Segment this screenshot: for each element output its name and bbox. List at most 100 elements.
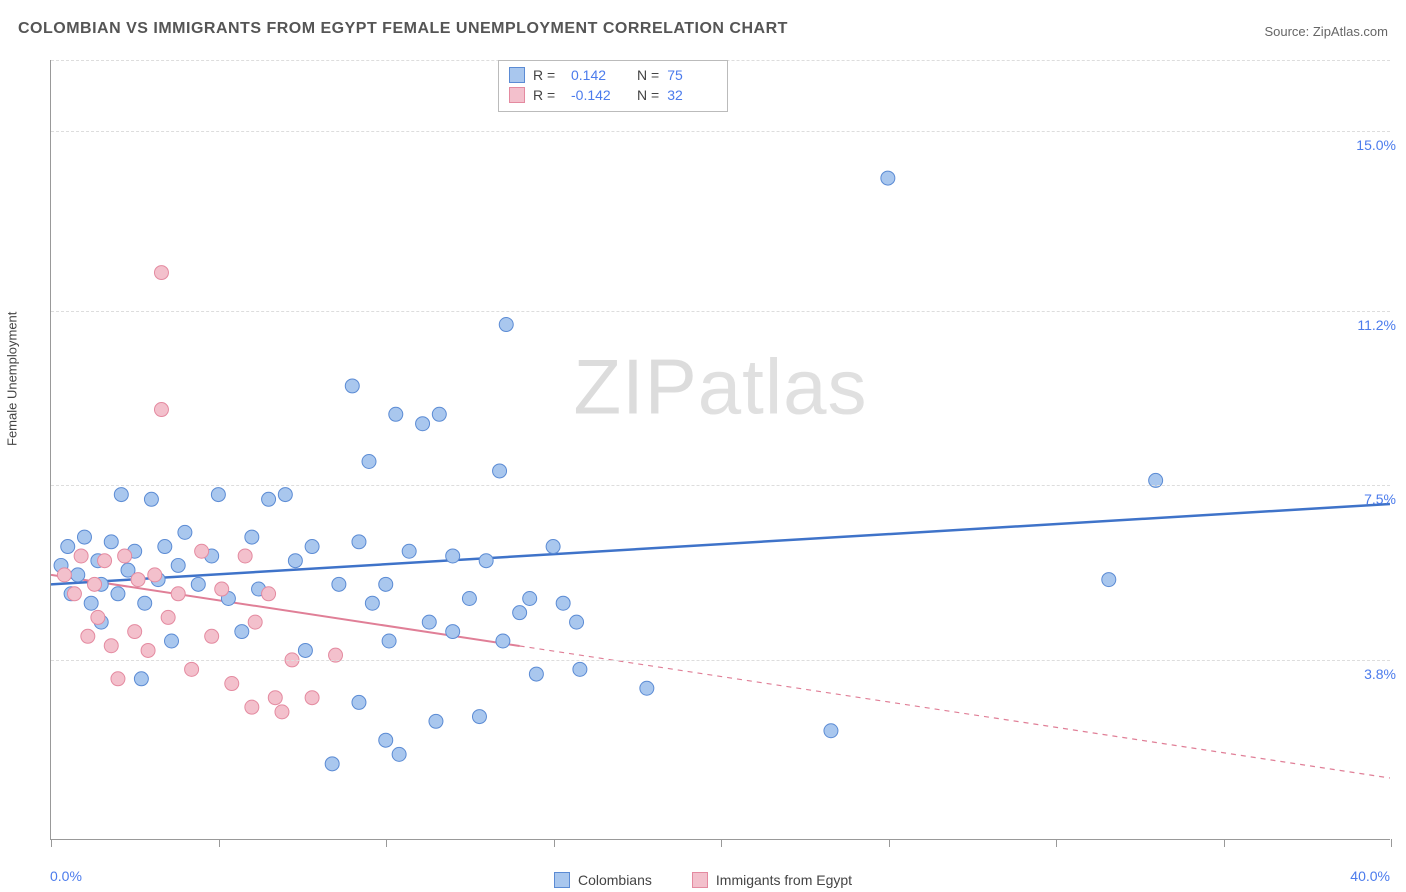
data-point-egypt	[104, 639, 118, 653]
data-point-egypt	[57, 568, 71, 582]
data-point-colombians	[432, 407, 446, 421]
data-point-egypt	[91, 610, 105, 624]
data-point-colombians	[165, 634, 179, 648]
data-point-colombians	[379, 577, 393, 591]
data-point-colombians	[379, 733, 393, 747]
series-legend: Colombians Immigants from Egypt	[0, 872, 1406, 888]
data-point-egypt	[128, 625, 142, 639]
data-point-colombians	[389, 407, 403, 421]
data-point-colombians	[61, 540, 75, 554]
stat-legend-row: R = -0.142 N = 32	[509, 85, 717, 105]
data-point-colombians	[352, 535, 366, 549]
x-tick	[1056, 839, 1057, 847]
legend-item: Immigants from Egypt	[692, 872, 852, 888]
data-point-colombians	[472, 710, 486, 724]
legend-item: Colombians	[554, 872, 652, 888]
stat-n-value: 32	[667, 87, 717, 103]
data-point-colombians	[262, 492, 276, 506]
data-point-colombians	[881, 171, 895, 185]
stat-n-label: N =	[637, 67, 659, 83]
data-point-colombians	[493, 464, 507, 478]
data-point-egypt	[111, 672, 125, 686]
gridline	[51, 660, 1390, 661]
data-point-colombians	[416, 417, 430, 431]
legend-swatch	[692, 872, 708, 888]
legend-swatch	[509, 67, 525, 83]
x-tick	[554, 839, 555, 847]
data-point-colombians	[211, 488, 225, 502]
data-point-egypt	[262, 587, 276, 601]
data-point-colombians	[278, 488, 292, 502]
data-point-colombians	[446, 549, 460, 563]
data-point-colombians	[546, 540, 560, 554]
stat-n-label: N =	[637, 87, 659, 103]
data-point-colombians	[382, 634, 396, 648]
x-axis-max-label: 40.0%	[1350, 868, 1390, 884]
stat-r-label: R =	[533, 87, 563, 103]
data-point-colombians	[134, 672, 148, 686]
data-point-colombians	[824, 724, 838, 738]
data-point-colombians	[1102, 573, 1116, 587]
data-point-colombians	[178, 525, 192, 539]
data-point-egypt	[195, 544, 209, 558]
source-label: Source:	[1264, 24, 1312, 39]
data-point-colombians	[556, 596, 570, 610]
x-axis-min-label: 0.0%	[50, 868, 82, 884]
data-point-egypt	[148, 568, 162, 582]
correlation-legend: R = 0.142 N = 75 R = -0.142 N = 32	[498, 60, 728, 112]
data-point-egypt	[248, 615, 262, 629]
stat-r-value: -0.142	[571, 87, 621, 103]
x-tick	[386, 839, 387, 847]
y-tick-label: 11.2%	[1357, 317, 1396, 333]
data-point-egypt	[154, 403, 168, 417]
data-point-colombians	[288, 554, 302, 568]
legend-label: Colombians	[578, 872, 652, 888]
data-point-colombians	[71, 568, 85, 582]
data-point-colombians	[298, 643, 312, 657]
data-point-egypt	[245, 700, 259, 714]
data-point-egypt	[131, 573, 145, 587]
data-point-colombians	[77, 530, 91, 544]
y-axis-label: Female Unemployment	[5, 312, 20, 446]
gridline	[51, 311, 1390, 312]
x-tick	[721, 839, 722, 847]
data-point-colombians	[111, 587, 125, 601]
data-point-colombians	[171, 558, 185, 572]
chart-title: COLOMBIAN VS IMMIGRANTS FROM EGYPT FEMAL…	[18, 20, 788, 38]
data-point-colombians	[523, 592, 537, 606]
data-point-colombians	[529, 667, 543, 681]
y-tick-label: 15.0%	[1356, 137, 1396, 153]
data-point-colombians	[640, 681, 654, 695]
data-point-colombians	[84, 596, 98, 610]
y-tick-label: 7.5%	[1364, 491, 1396, 507]
gridline	[51, 485, 1390, 486]
data-point-egypt	[67, 587, 81, 601]
stat-n-value: 75	[667, 67, 717, 83]
data-point-egypt	[215, 582, 229, 596]
data-point-colombians	[446, 625, 460, 639]
data-point-colombians	[191, 577, 205, 591]
data-point-egypt	[185, 662, 199, 676]
data-point-colombians	[499, 318, 513, 332]
regression-line-egypt-dashed	[520, 646, 1390, 778]
data-point-colombians	[402, 544, 416, 558]
data-point-colombians	[235, 625, 249, 639]
data-point-colombians	[325, 757, 339, 771]
data-point-egypt	[171, 587, 185, 601]
data-point-egypt	[268, 691, 282, 705]
legend-swatch	[554, 872, 570, 888]
data-point-egypt	[225, 677, 239, 691]
chart-area: ZIPatlas	[50, 60, 1390, 840]
x-tick	[51, 839, 52, 847]
data-point-colombians	[573, 662, 587, 676]
data-point-colombians	[144, 492, 158, 506]
data-point-colombians	[513, 606, 527, 620]
data-point-egypt	[88, 577, 102, 591]
stat-r-label: R =	[533, 67, 563, 83]
data-point-colombians	[104, 535, 118, 549]
data-point-colombians	[422, 615, 436, 629]
y-tick-label: 3.8%	[1364, 666, 1396, 682]
data-point-colombians	[462, 592, 476, 606]
data-point-colombians	[496, 634, 510, 648]
data-point-egypt	[275, 705, 289, 719]
